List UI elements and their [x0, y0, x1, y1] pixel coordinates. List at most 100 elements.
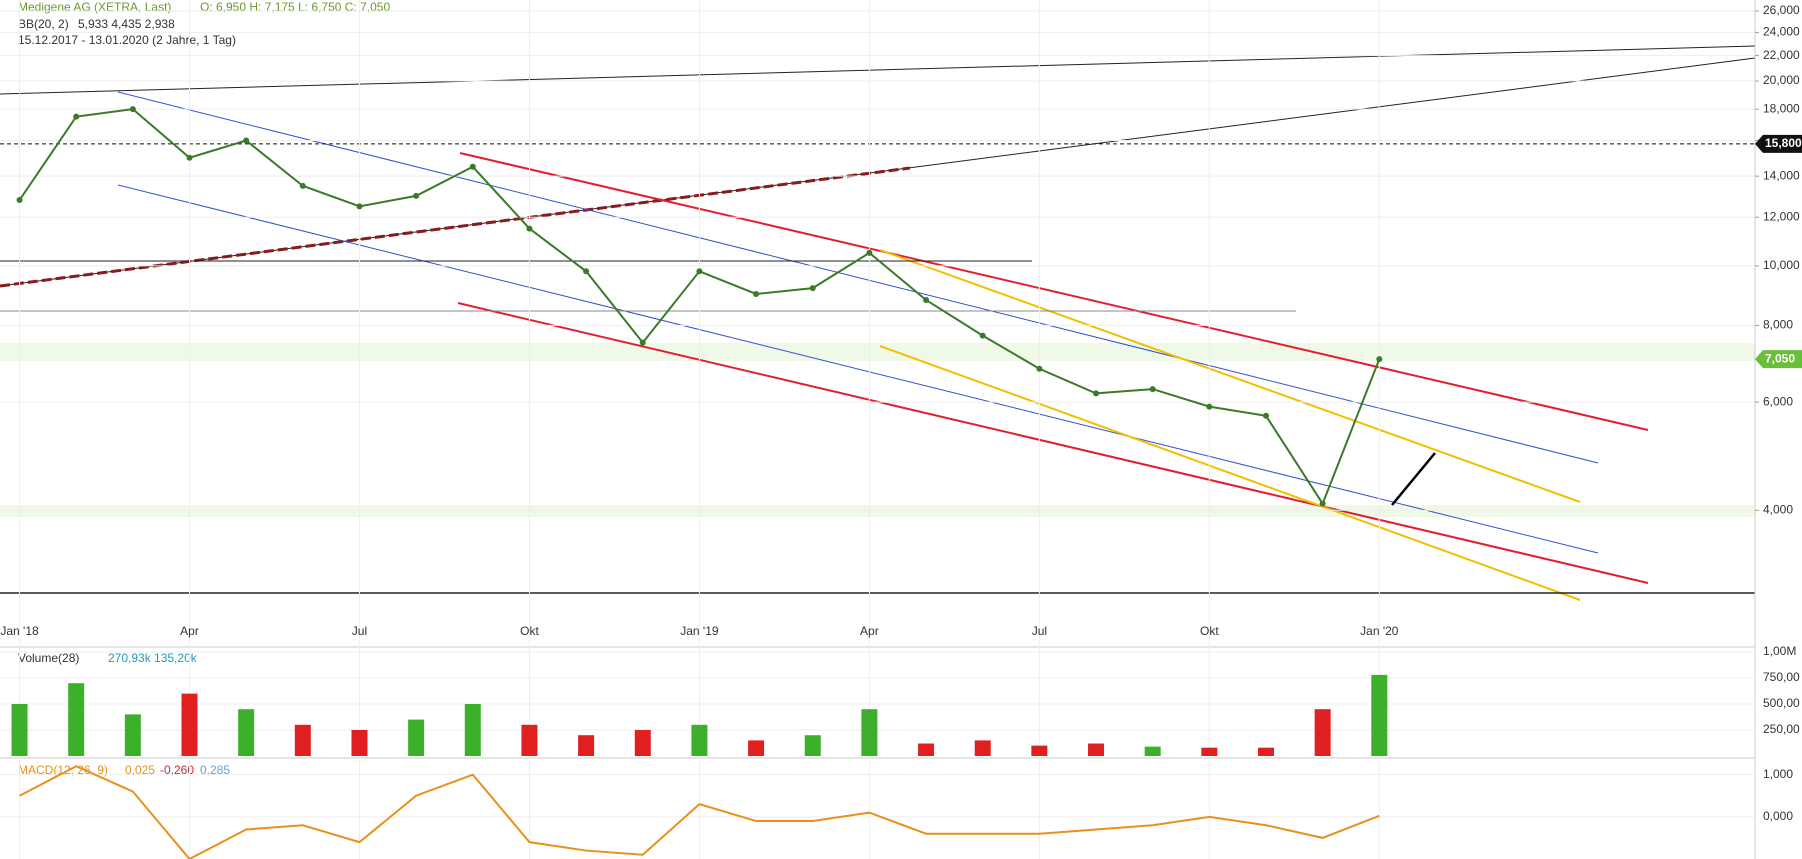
x-tick-label: Jan '19	[680, 624, 719, 638]
macd-value: 0,025	[125, 763, 155, 777]
price-point	[299, 182, 306, 189]
x-tick-label: Jan '20	[1360, 624, 1399, 638]
macd-value: 0,285	[200, 763, 230, 777]
volume-bar	[521, 724, 538, 756]
price-badge	[1755, 134, 1802, 153]
channel	[879, 249, 1581, 503]
price-point	[1206, 403, 1213, 410]
trend-line	[0, 45, 1756, 95]
ohlc: O: 6,950 H: 7,175 L: 6,750 C: 7,050	[200, 0, 390, 14]
channel	[117, 184, 1599, 554]
price-point	[129, 106, 136, 113]
volume-bar	[408, 719, 425, 756]
price-badge	[1755, 350, 1802, 369]
channel	[457, 302, 1649, 584]
volume-bar	[578, 735, 595, 756]
y-tick-label: 4,000	[1763, 502, 1793, 516]
volume-bar	[1371, 674, 1388, 756]
price-point	[356, 203, 363, 210]
volume-bar	[351, 730, 368, 756]
y-tick-label: 22,000	[1763, 48, 1800, 62]
volume-bar	[1088, 743, 1105, 756]
price-point	[1149, 386, 1156, 393]
channel	[459, 152, 1649, 431]
price-point	[73, 113, 80, 120]
volume-bar	[11, 704, 28, 756]
x-tick-label: Jul	[352, 624, 367, 638]
y-tick-label: 24,000	[1763, 25, 1800, 39]
zone	[0, 505, 1755, 517]
y-tick-label: 250,00	[1763, 722, 1800, 736]
y-tick-label: 1,00M	[1763, 644, 1796, 658]
price-panel	[0, 0, 1755, 516]
trend-line	[0, 166, 911, 288]
price-point	[526, 225, 533, 232]
volume-bar	[1031, 745, 1048, 756]
channel	[117, 91, 1599, 464]
price-point	[923, 296, 930, 303]
volume-bar	[918, 743, 935, 756]
price-point	[243, 137, 250, 144]
volume-bar	[1257, 747, 1274, 756]
price-point	[413, 192, 420, 199]
x-tick-label: Jan '18	[0, 624, 39, 638]
y-tick-label: 14,000	[1763, 168, 1800, 182]
y-tick-label: 18,000	[1763, 101, 1800, 115]
y-tick-label: 6,000	[1763, 394, 1793, 408]
price-point	[809, 285, 816, 292]
x-tick-label: Jul	[1032, 624, 1047, 638]
volume-bar	[634, 730, 651, 756]
x-tick-label: Apr	[860, 624, 879, 638]
volume-bar	[804, 735, 821, 756]
date-range: 15.12.2017 - 13.01.2020 (2 Jahre, 1 Tag)	[18, 33, 236, 47]
volume-bar	[294, 724, 311, 756]
macd-value: -0,260	[160, 763, 194, 777]
chart-title: Medigene AG (XETRA, Last)	[18, 0, 171, 14]
volume-bar	[68, 683, 85, 756]
price-badge-label: 7,050	[1765, 351, 1795, 365]
price-badge-label: 15,800	[1765, 136, 1802, 150]
volume-bar	[124, 714, 141, 756]
macd-legend: MACD(12, 26, 9)	[18, 763, 108, 777]
volume-bar	[464, 704, 481, 756]
arrow	[1391, 452, 1436, 506]
zone	[0, 343, 1755, 361]
volume-bar	[974, 740, 991, 756]
price-point	[696, 268, 703, 275]
x-tick-label: Okt	[520, 624, 539, 638]
drawings	[0, 45, 1756, 601]
macd-line	[19, 765, 1380, 859]
y-tick-label: 26,000	[1763, 3, 1800, 17]
indicator-name: BB(20, 2)	[18, 17, 69, 31]
price-point	[583, 268, 590, 275]
price-point	[1036, 365, 1043, 372]
indicator-values: 5,933 4,435 2,938	[78, 17, 175, 31]
volume-bar	[691, 724, 708, 756]
channel	[879, 345, 1581, 601]
volume-bar	[861, 709, 878, 756]
y-tick-label: 1,000	[1763, 767, 1793, 781]
volume-bar	[238, 709, 255, 756]
volume-bar	[1201, 747, 1218, 756]
price-point	[866, 249, 873, 256]
price-point	[639, 339, 646, 346]
x-tick-label: Apr	[180, 624, 199, 638]
price-point	[1262, 412, 1269, 419]
price-point	[186, 154, 193, 161]
y-tick-label: 0,000	[1763, 809, 1793, 823]
volume-legend: Volume(28)	[18, 651, 79, 665]
y-tick-label: 20,000	[1763, 73, 1800, 87]
y-tick-label: 10,000	[1763, 258, 1800, 272]
y-tick-label: 12,000	[1763, 209, 1800, 223]
price-point	[1319, 500, 1326, 507]
y-tick-label: 8,000	[1763, 318, 1793, 332]
price-point	[979, 332, 986, 339]
y-tick-label: 750,00	[1763, 670, 1800, 684]
volume-bar	[181, 693, 198, 756]
price-point	[1093, 390, 1100, 397]
x-tick-label: Okt	[1200, 624, 1219, 638]
volume-bar	[748, 740, 765, 756]
volume-bar	[1314, 709, 1331, 756]
volume-bar	[1144, 746, 1161, 756]
